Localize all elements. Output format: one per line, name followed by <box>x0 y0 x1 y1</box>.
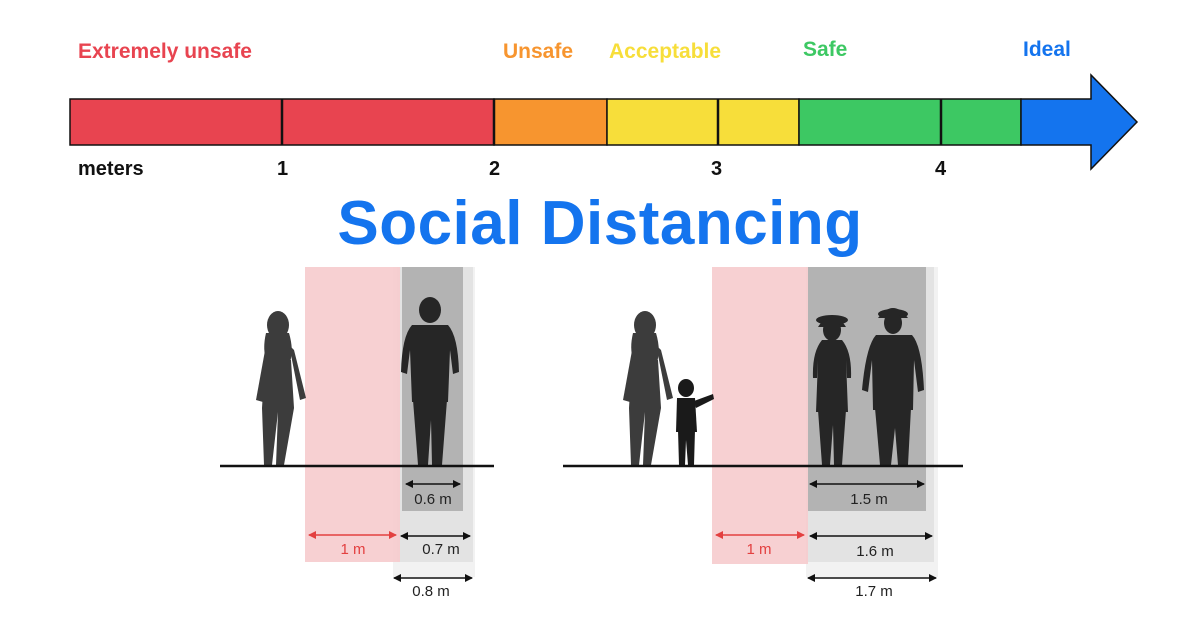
gap-label-right: 1 m <box>746 541 771 558</box>
man-silhouette <box>401 297 459 465</box>
right-group: 1.5 m 1 m 1.6 m 1.7 m <box>563 267 963 600</box>
woman-silhouette <box>256 311 306 465</box>
segment-unsafe <box>493 98 608 146</box>
gap-label-left: 1 m <box>340 541 365 558</box>
child-silhouette <box>676 379 714 465</box>
segment-acceptable <box>606 98 800 146</box>
scale-unit-label: meters <box>78 158 144 180</box>
dimension-label-0.8: 0.8 m <box>412 583 450 600</box>
tick-label-4: 4 <box>935 158 947 180</box>
category-unsafe: Unsafe <box>503 40 574 63</box>
left-group: 0.6 m 1 m 0.7 m 0.8 m <box>220 267 494 600</box>
dimension-label-1.5: 1.5 m <box>850 491 888 508</box>
couple-silhouette <box>812 308 924 465</box>
tick-label-2: 2 <box>489 158 501 180</box>
category-ideal: Ideal <box>1023 38 1071 61</box>
category-extremely-unsafe: Extremely unsafe <box>78 40 252 63</box>
category-acceptable: Acceptable <box>609 40 722 63</box>
dimension-label-0.6: 0.6 m <box>414 491 452 508</box>
dimension-label-1.6: 1.6 m <box>856 543 894 560</box>
gap-zone <box>305 267 400 562</box>
tick-label-3: 3 <box>711 158 723 180</box>
distance-scale-bar <box>69 73 1139 171</box>
gap-zone <box>712 267 808 564</box>
page-title: Social Distancing <box>337 189 863 258</box>
segment-ideal-arrow <box>1020 73 1139 171</box>
tick-label-1: 1 <box>277 158 289 180</box>
woman-silhouette <box>623 311 673 465</box>
dimension-label-0.7: 0.7 m <box>422 541 460 558</box>
category-safe: Safe <box>803 38 848 61</box>
dimension-label-1.7: 1.7 m <box>855 583 893 600</box>
